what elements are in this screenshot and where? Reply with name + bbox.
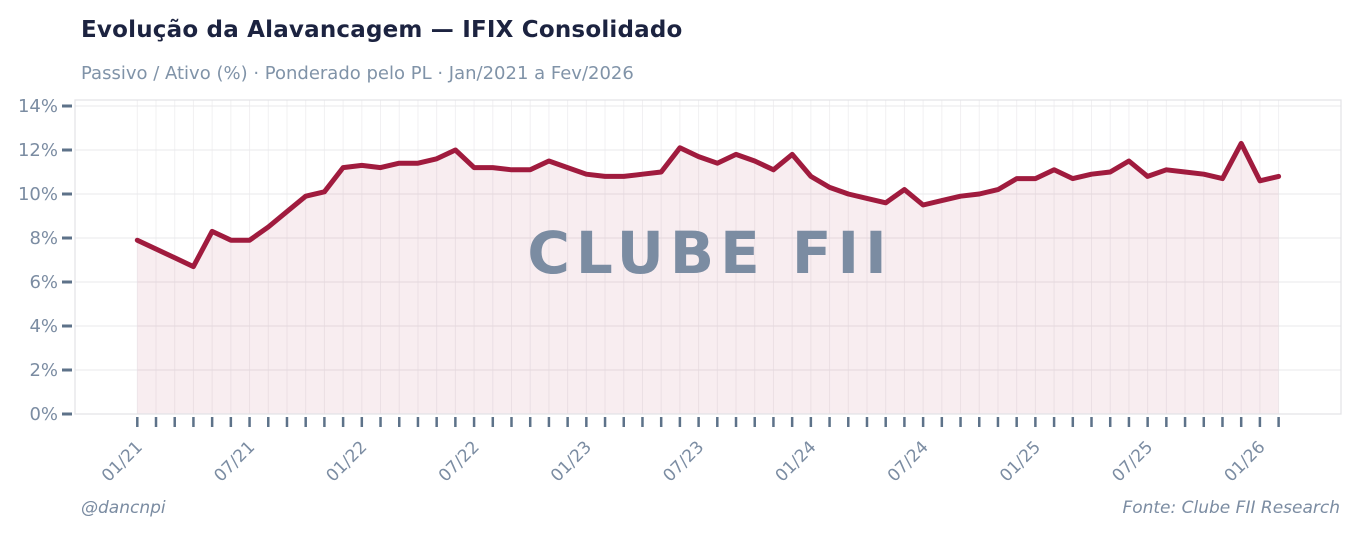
plot-border — [74, 99, 1342, 415]
chart-title: Evolução da Alavancagem — IFIX Consolida… — [81, 17, 683, 43]
watermark-text: CLUBE FII — [527, 219, 892, 287]
x-tick-label: 07/22 — [435, 437, 484, 486]
x-tick-label: 01/22 — [323, 437, 372, 486]
x-tick-label: 07/24 — [884, 437, 933, 486]
y-tick-label: 12% — [18, 140, 58, 161]
y-tick-label: 6% — [29, 272, 58, 293]
y-tick-label: 0% — [29, 404, 58, 425]
y-tick-label: 8% — [29, 228, 58, 249]
y-axis: 0% 2% 4% 6% 8% 10% 12% 14% — [18, 96, 72, 425]
x-tick-label: 07/25 — [1108, 437, 1157, 486]
x-tick-label: 01/25 — [996, 437, 1045, 486]
footer-credit: @dancnpi — [81, 498, 166, 518]
chart-subtitle: Passivo / Ativo (%) · Ponderado pelo PL … — [81, 63, 634, 84]
x-tick-label: 01/26 — [1221, 437, 1270, 486]
horizontal-gridlines — [75, 105, 1341, 371]
x-tick-label: 07/23 — [659, 437, 708, 486]
x-tick-label: 01/21 — [98, 437, 147, 486]
vertical-gridlines — [136, 100, 1280, 414]
x-tick-label: 07/21 — [210, 437, 259, 486]
x-tick-label: 01/24 — [772, 437, 821, 486]
x-axis: 01/21 07/21 01/22 07/22 01/23 07/23 01/24 07/24… — [98, 417, 1280, 486]
y-tick-label: 10% — [18, 184, 58, 205]
footer-source: Fonte: Clube FII Research — [1122, 498, 1340, 518]
y-tick-label: 2% — [29, 360, 58, 381]
series-line — [134, 140, 1282, 270]
x-tick-label: 01/23 — [547, 437, 596, 486]
y-tick-label: 14% — [18, 96, 58, 117]
area-fill — [137, 143, 1279, 414]
y-tick-label: 4% — [29, 316, 58, 337]
